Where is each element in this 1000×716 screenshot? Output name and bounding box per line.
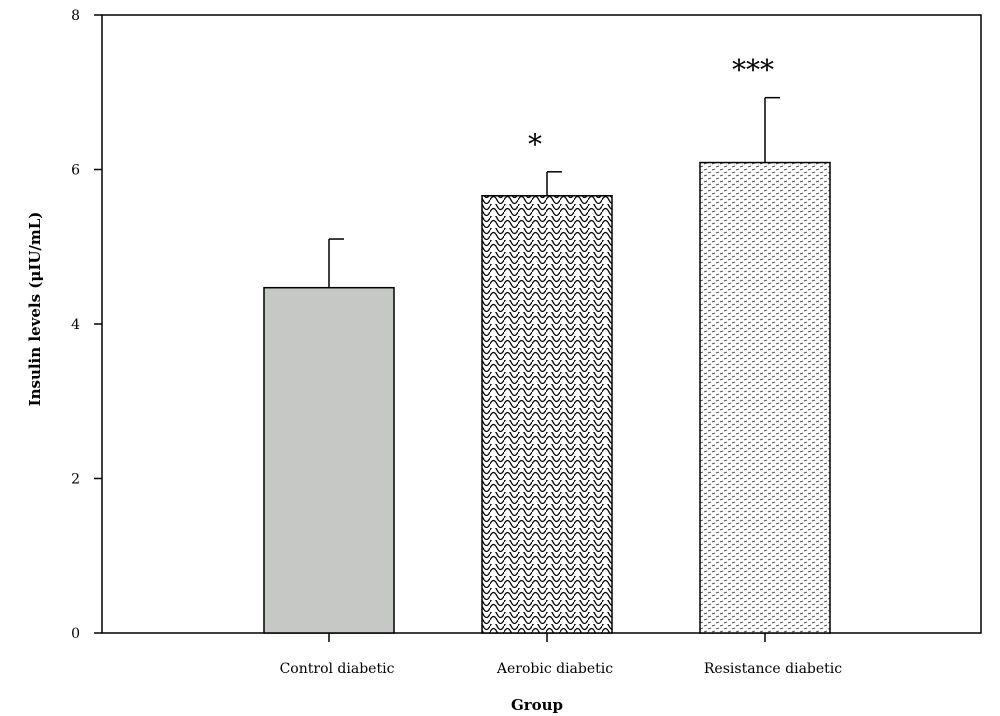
- bar-2: [699, 161, 831, 634]
- y-tick-label: 0: [71, 626, 80, 642]
- y-axis: 0 2 4 6 8: [71, 8, 102, 642]
- bar-0: [263, 286, 395, 634]
- bars-group: [263, 161, 831, 634]
- y-tick-label: 2: [71, 472, 80, 488]
- x-tick-label: Control diabetic: [280, 661, 395, 677]
- error-bars-group: [328, 96, 780, 288]
- y-tick-label: 8: [71, 8, 80, 24]
- x-axis: Control diabetic Aerobic diabetic Resistan…: [280, 633, 842, 677]
- bar-1: [481, 195, 613, 634]
- y-tick-label: 4: [71, 317, 80, 333]
- significance-marker: ***: [732, 54, 774, 87]
- x-tick-label: Aerobic diabetic: [496, 661, 613, 677]
- significance-markers: ****: [528, 54, 774, 161]
- y-tick-label: 6: [71, 163, 80, 179]
- x-axis-title: Group: [511, 696, 563, 714]
- y-axis-title: Insulin levels (μIU/mL): [26, 212, 44, 407]
- x-tick-label: Resistance diabetic: [704, 661, 842, 677]
- significance-marker: *: [528, 128, 542, 161]
